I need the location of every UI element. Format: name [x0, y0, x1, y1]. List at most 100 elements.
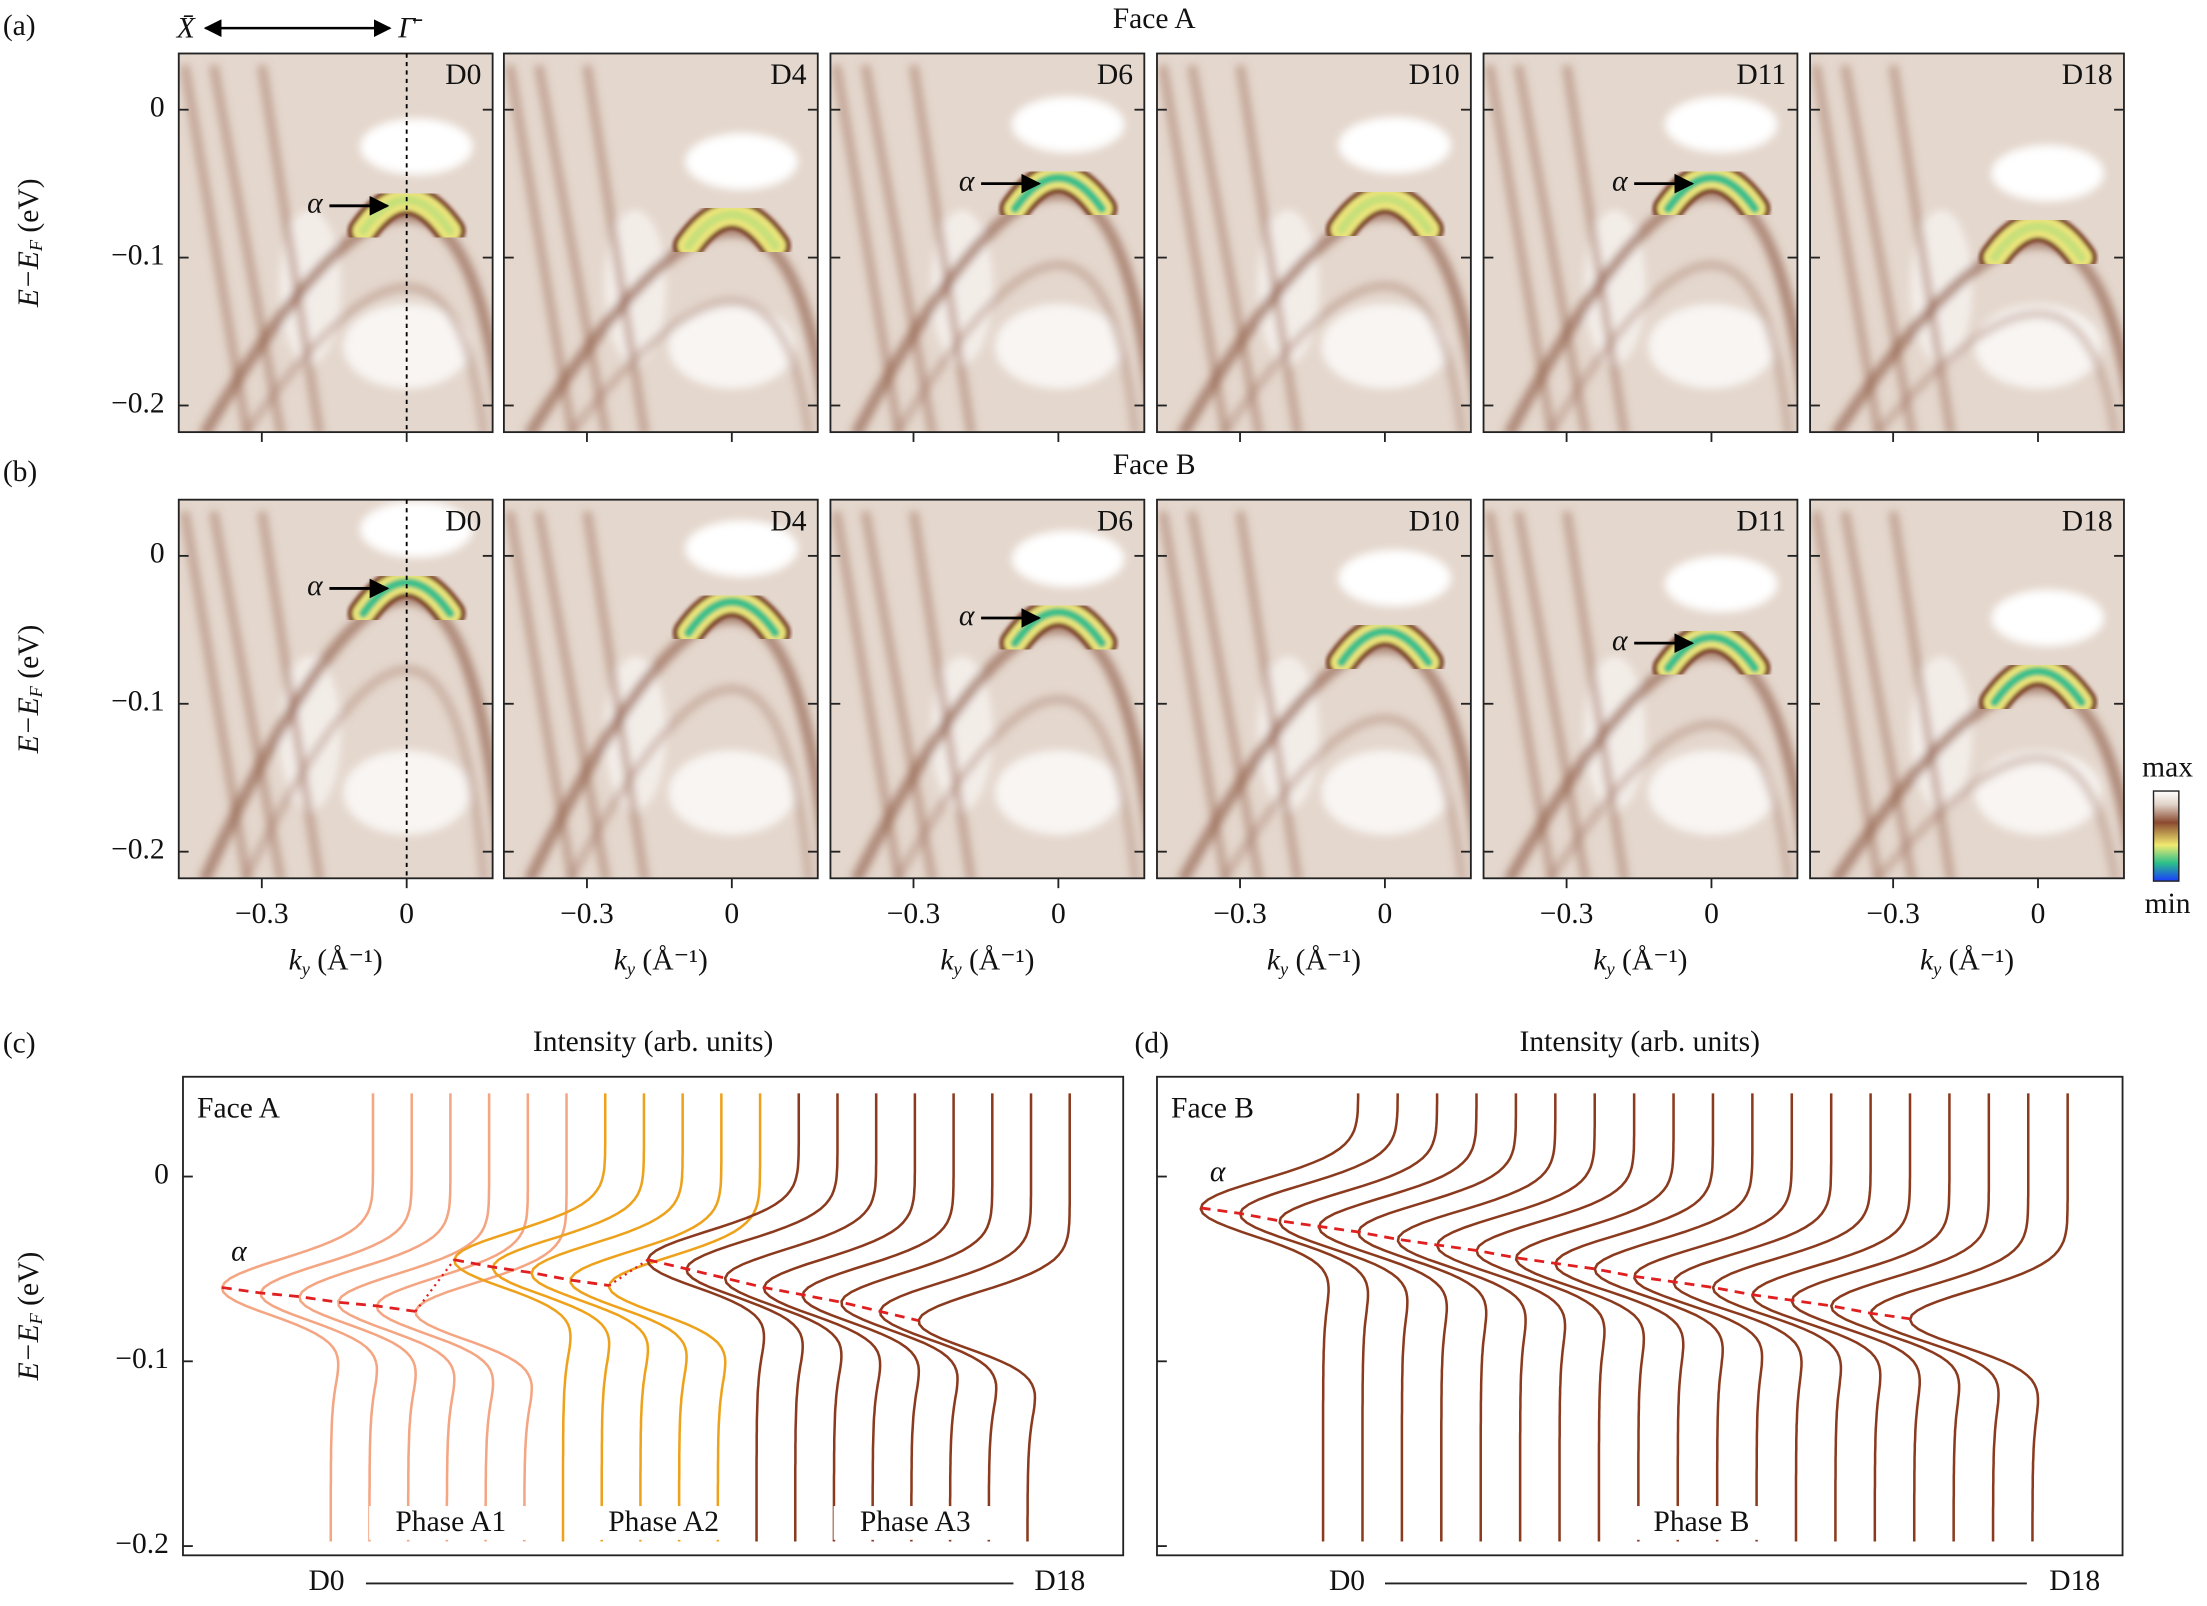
white-region	[668, 750, 796, 835]
panel-label: D0	[445, 59, 481, 91]
alpha-label: α	[307, 570, 323, 602]
white-region	[995, 750, 1122, 835]
alpha-label: α	[959, 600, 975, 632]
edc-curve	[1238, 1093, 1399, 1542]
alpha-dome	[1325, 183, 1444, 245]
colorbar	[2152, 790, 2180, 882]
x-label-main: k	[614, 945, 628, 977]
band	[209, 64, 285, 433]
alpha-dome	[1979, 211, 2097, 274]
y-label-sub: F	[26, 685, 46, 698]
y-label-unit: (eV)	[13, 1252, 45, 1314]
y-tick-label: −0.2	[111, 387, 165, 419]
x-tick-label: 0	[2031, 898, 2046, 930]
edc-curve	[414, 1093, 568, 1542]
arpes-panel	[830, 53, 1145, 433]
x-label-sub: y	[1278, 959, 1289, 979]
y-tick-label: −0.1	[111, 686, 165, 718]
edc-curve	[530, 1093, 684, 1542]
white-blob	[1011, 530, 1125, 587]
white-blob	[1011, 96, 1125, 153]
edc-curve	[1554, 1093, 1715, 1542]
band	[1872, 309, 2120, 433]
x-tick-label: −0.3	[887, 898, 941, 930]
peak-line	[1200, 1206, 1911, 1321]
band	[1219, 281, 1467, 433]
band	[892, 260, 1140, 433]
y-axis-label: E−EF (eV)	[13, 178, 46, 308]
panel-frame	[1809, 498, 2125, 880]
edc-curve	[878, 1093, 1033, 1542]
band	[505, 64, 577, 433]
band	[566, 297, 813, 433]
white-blob	[360, 118, 473, 175]
peak-line	[647, 1258, 920, 1323]
panel-label: D4	[770, 505, 806, 537]
band	[850, 623, 1145, 879]
y-tick-label: 0	[150, 91, 165, 123]
x-tick-label: 0	[1378, 898, 1393, 930]
band	[534, 510, 611, 879]
panel-label: D4	[770, 59, 806, 91]
peak-line	[453, 1258, 610, 1287]
band	[861, 510, 937, 879]
white-region	[343, 304, 471, 389]
dome-green	[1663, 173, 1760, 214]
bands	[505, 510, 818, 879]
band	[1872, 754, 2120, 879]
white-region	[1648, 304, 1775, 389]
x-tick-label: −0.3	[235, 898, 289, 930]
bands	[1485, 64, 1798, 433]
dome-green	[1663, 633, 1760, 673]
arpes-panel	[1156, 53, 1471, 433]
panel-label: D6	[1097, 59, 1133, 91]
white-blob	[685, 520, 798, 577]
bands	[1158, 510, 1471, 879]
dome-green	[1010, 607, 1107, 648]
alpha-label: α	[231, 1235, 247, 1267]
edc-curve	[1711, 1093, 1872, 1542]
band	[850, 188, 1145, 433]
dome-green	[358, 578, 455, 618]
x-label-sub: y	[1605, 959, 1616, 979]
x-label-main: k	[1593, 945, 1607, 977]
gamma-bar-label: Γ̄	[397, 13, 423, 45]
white-region	[343, 750, 471, 835]
band	[1562, 510, 1629, 879]
colorbar-max: max	[2142, 752, 2193, 784]
band	[892, 695, 1140, 879]
row-tag: (b)	[3, 456, 37, 488]
band	[1888, 64, 1955, 433]
phase-label-bg	[833, 1506, 997, 1540]
bands	[1811, 510, 2124, 879]
alpha-dome	[999, 162, 1118, 225]
alpha-label: α	[1210, 1156, 1226, 1188]
bands	[832, 510, 1145, 879]
x-label-sub: y	[951, 959, 962, 979]
dome-green	[1010, 173, 1107, 214]
edc-curve	[1751, 1093, 1912, 1542]
white-blob	[1664, 96, 1778, 153]
arpes-panel	[1810, 499, 2124, 879]
band	[257, 64, 324, 433]
dome-green	[1337, 194, 1433, 234]
y-label-sub: F	[26, 1312, 46, 1325]
x-label-unit: (Å⁻¹)	[1288, 945, 1361, 977]
edc-curve	[917, 1093, 1071, 1542]
y-axis-label: E−EF (eV)	[13, 625, 46, 755]
band	[861, 64, 937, 433]
face-label: Face A	[197, 1092, 281, 1124]
band	[1546, 720, 1793, 879]
alpha-label: α	[1612, 165, 1628, 197]
x-axis-label: Intensity (arb. units)	[1520, 1026, 1760, 1058]
x-axis-label: ky (Å⁻¹)	[289, 945, 383, 980]
arpes-panel	[1156, 499, 1471, 879]
x-bar-label: X̄	[176, 13, 196, 45]
panel-label: D11	[1736, 59, 1786, 91]
white-region	[995, 304, 1122, 389]
panel-frame	[1809, 52, 2125, 434]
edc-curve	[646, 1093, 801, 1542]
y-label-unit: (eV)	[13, 625, 45, 687]
band	[1840, 64, 1917, 433]
